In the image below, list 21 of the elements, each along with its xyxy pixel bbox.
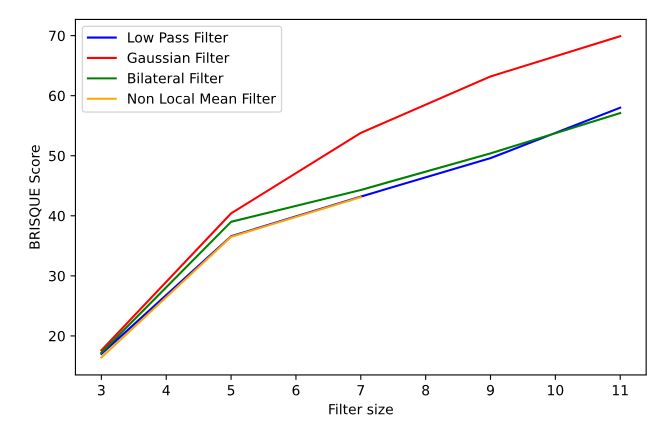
x-tick-label: 11 bbox=[612, 385, 628, 396]
legend-label: Non Local Mean Filter bbox=[128, 93, 276, 104]
x-tick-label: 7 bbox=[358, 385, 364, 396]
legend-label: Bilateral Filter bbox=[128, 72, 224, 84]
y-tick-label: 70 bbox=[49, 30, 65, 42]
y-axis-title: BRISQUE Score bbox=[29, 145, 42, 248]
x-tick-label: 3 bbox=[98, 384, 105, 396]
x-tick-label: 6 bbox=[292, 384, 300, 396]
x-tick-label: 8 bbox=[422, 384, 430, 396]
x-tick-label: 4 bbox=[162, 385, 170, 396]
legend-label: Low Pass Filter bbox=[128, 32, 228, 43]
y-tick-label: 20 bbox=[49, 330, 65, 342]
y-tick-label: 40 bbox=[48, 210, 65, 222]
x-axis-title: Filter size bbox=[329, 404, 393, 414]
x-tick-label: 9 bbox=[486, 384, 494, 396]
x-tick-label: 10 bbox=[548, 384, 564, 396]
y-tick-label: 50 bbox=[49, 150, 65, 162]
x-tick-label: 5 bbox=[228, 385, 234, 396]
y-tick-label: 60 bbox=[49, 90, 65, 102]
y-tick-label: 30 bbox=[49, 270, 65, 282]
legend-label: Gaussian Filter bbox=[128, 52, 230, 64]
